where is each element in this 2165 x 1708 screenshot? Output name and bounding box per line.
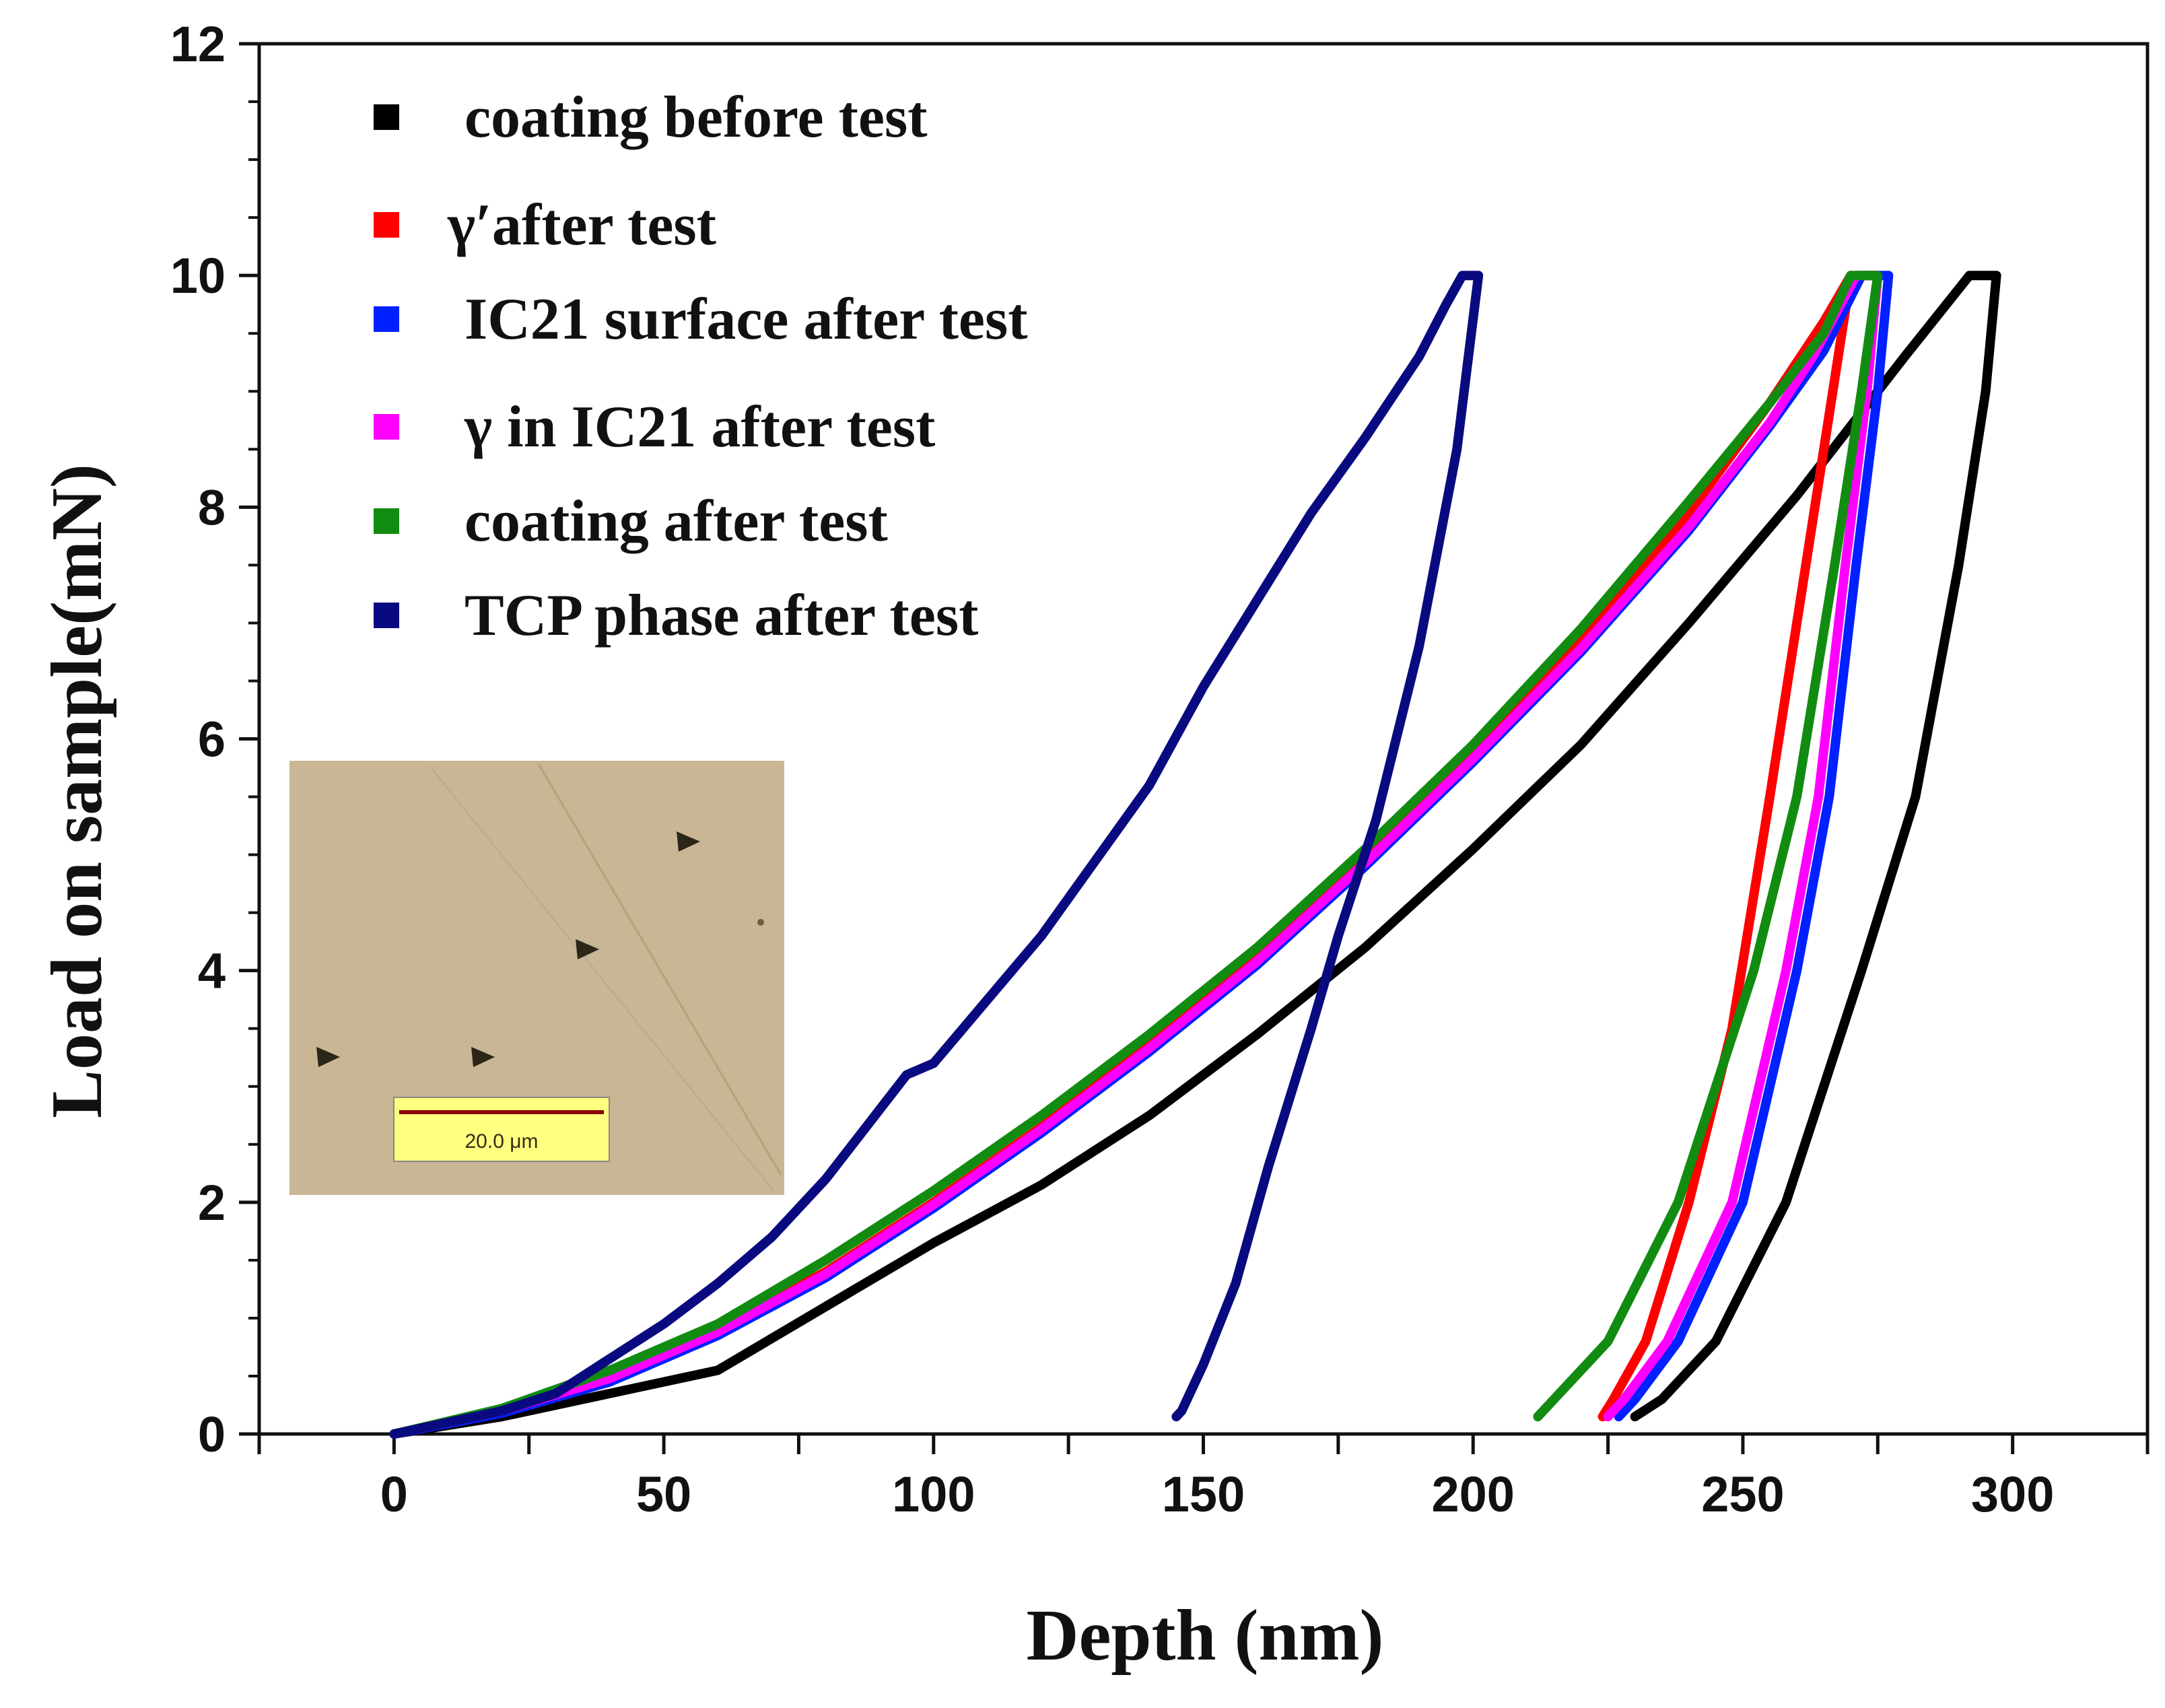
x-tick-label: 100: [892, 1466, 975, 1522]
series-line-1: [389, 271, 2001, 1439]
series-line-4: [389, 271, 1883, 1439]
legend-label: γ in IC21 after test: [464, 395, 935, 460]
legend: coating before test γ′after test IC21 surf…: [374, 85, 1028, 648]
indent-mark: [677, 831, 700, 852]
x-tick-label: 50: [636, 1466, 691, 1522]
y-tick-label: 10: [170, 248, 226, 304]
x-tick-label: 300: [1971, 1466, 2054, 1522]
legend-swatch: [374, 508, 399, 534]
scale-bar-label: 20.0 μm: [465, 1130, 539, 1153]
series-line-6: [389, 271, 1484, 1439]
scale-bar-box: [393, 1097, 610, 1162]
legend-label: γ′after test: [447, 193, 716, 258]
legend-label: TCP phase after test: [465, 583, 978, 648]
legend-swatch: [374, 414, 399, 440]
y-tick-label: 0: [198, 1406, 226, 1462]
inset-scratch-line: [537, 763, 782, 1175]
legend-swatch: [374, 104, 399, 130]
indent-mark: [576, 939, 599, 959]
legend-label: coating before test: [465, 85, 928, 150]
y-tick-label: 8: [198, 479, 226, 535]
y-tick-label: 12: [170, 16, 226, 72]
axes-layer: 0 50 100 150 200 250 300 0 2 4 6 8 10 12: [170, 16, 2150, 1522]
legend-label: coating after test: [465, 489, 888, 554]
inset-scratch-line: [430, 767, 775, 1192]
y-tick-label: 4: [198, 943, 226, 999]
series-layer: [389, 271, 2001, 1439]
legend-swatch: [374, 603, 399, 628]
y-tick-label: 2: [198, 1175, 226, 1231]
inset-speck: [757, 919, 764, 926]
x-axis-title: Depth (nm): [1027, 1596, 1384, 1676]
x-tick-label: 200: [1431, 1466, 1514, 1522]
x-tick-label: 0: [380, 1466, 408, 1522]
y-tick-label: 6: [198, 712, 226, 767]
indent-mark: [471, 1047, 495, 1067]
indent-mark: [316, 1047, 340, 1067]
inset-micrograph: 20.0 μm: [289, 761, 784, 1195]
legend-swatch: [374, 306, 399, 332]
series-line-5: [389, 271, 1883, 1439]
x-tick-label: 150: [1162, 1466, 1245, 1522]
legend-swatch: [374, 212, 399, 238]
y-axis-title: Load on sample(mN): [37, 464, 117, 1118]
legend-label: IC21 surface after test: [465, 287, 1028, 352]
x-tick-label: 250: [1701, 1466, 1784, 1522]
